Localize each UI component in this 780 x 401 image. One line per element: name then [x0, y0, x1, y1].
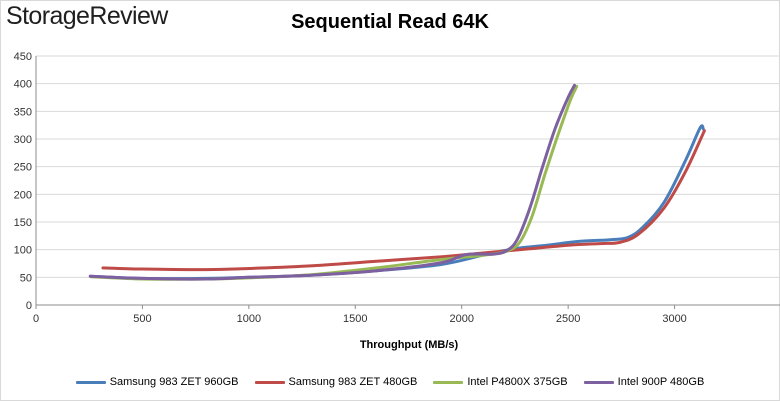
x-axis-label: Throughput (MB/s) — [360, 339, 459, 351]
legend: Samsung 983 ZET 960GB Samsung 983 ZET 480… — [0, 372, 780, 392]
y-tick-label: 400 — [14, 79, 32, 91]
y-tick-label: 0 — [26, 300, 32, 312]
tick-labels: 0 50 100 150 200 250 300 350 400 450 0 500 1000 1500 2… — [14, 51, 687, 325]
y-tick-label: 350 — [14, 106, 32, 118]
series-line-intel-900p-480gb — [88, 83, 576, 281]
legend-item-intel-p4800x-375gb: Intel P4800X 375GB — [433, 376, 568, 388]
legend-swatch — [433, 380, 464, 384]
legend-label: Intel 900P 480GB — [617, 376, 705, 388]
y-tick-label: 100 — [14, 245, 32, 257]
x-tick-label: 1500 — [343, 313, 367, 325]
legend-swatch — [583, 380, 614, 384]
legend-swatch — [254, 380, 285, 384]
y-tick-label: 50 — [20, 272, 32, 284]
series-line-samsung-983-zet-480gb — [101, 129, 706, 272]
legend-swatch — [75, 380, 106, 384]
x-tick-label: 2500 — [556, 313, 580, 325]
x-tick-label: 1000 — [237, 313, 261, 325]
legend-label: Samsung 983 ZET 480GB — [288, 376, 418, 388]
x-tick-label: 2000 — [449, 313, 473, 325]
y-tick-label: 300 — [14, 134, 32, 146]
legend-label: Samsung 983 ZET 960GB — [109, 376, 239, 388]
storagereview-logo: StorageReview — [6, 2, 168, 30]
axes — [35, 56, 780, 309]
y-tick-label: 150 — [14, 217, 32, 229]
legend-label: Intel P4800X 375GB — [467, 376, 568, 388]
legend-item-intel-900p-480gb: Intel 900P 480GB — [583, 376, 705, 388]
series-line-samsung-983-zet-960gb — [88, 124, 705, 281]
gridlines — [36, 55, 780, 278]
series-lines — [88, 83, 706, 281]
y-tick-label: 250 — [14, 162, 32, 174]
x-tick-label: 3000 — [662, 313, 686, 325]
legend-item-samsung-983-zet-960gb: Samsung 983 ZET 960GB — [75, 376, 239, 388]
y-tick-label: 450 — [14, 51, 32, 63]
y-tick-label: 200 — [14, 189, 32, 201]
x-tick-label: 0 — [33, 313, 39, 325]
chart-title: Sequential Read 64K — [291, 11, 489, 33]
legend-item-samsung-983-zet-480gb: Samsung 983 ZET 480GB — [254, 376, 418, 388]
x-tick-label: 500 — [133, 313, 151, 325]
